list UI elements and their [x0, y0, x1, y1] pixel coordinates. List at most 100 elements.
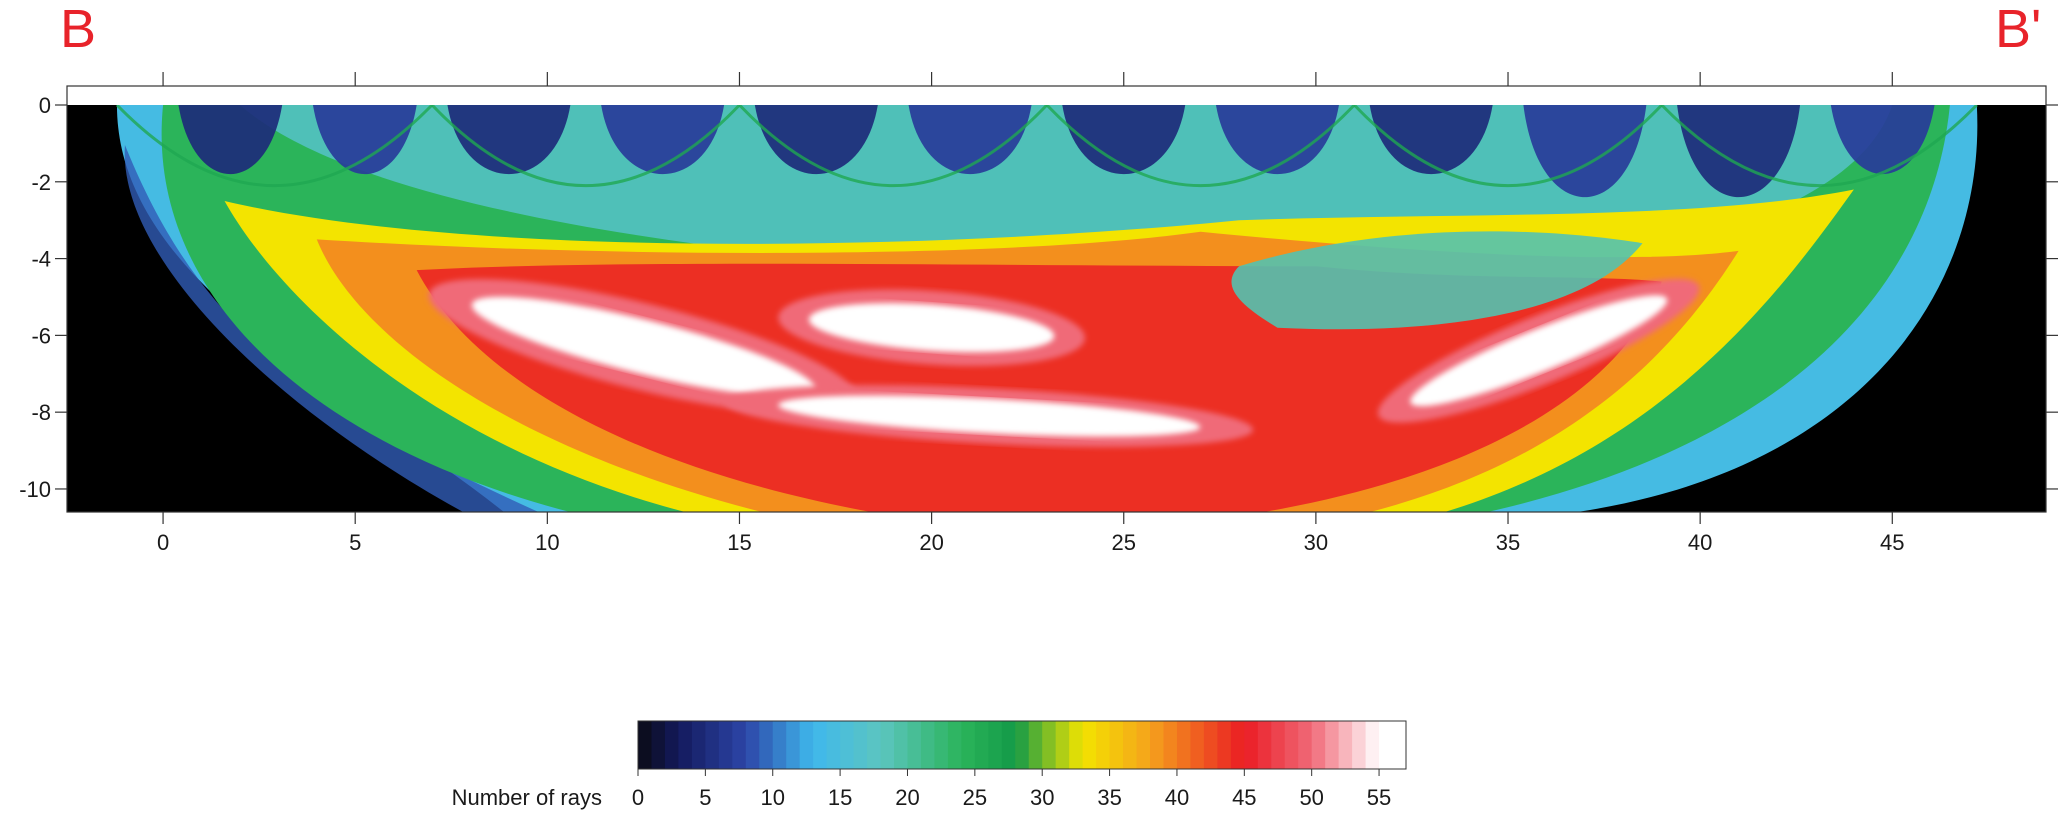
colorbar-step [786, 721, 801, 769]
colorbar-step [705, 721, 720, 769]
x-tick-label: 20 [919, 530, 943, 555]
ray-arc [738, 105, 1048, 188]
colorbar-step [1163, 721, 1178, 769]
zone-white-max-centre [808, 303, 1055, 353]
colorbar-tick-label: 25 [963, 785, 987, 810]
colorbar: 0 5 10 15 20 25 30 35 40 45 50 55 Number of rays [452, 720, 1407, 810]
colorbar-step [813, 721, 828, 769]
zone-shallow-cell [908, 105, 1032, 175]
colorbar-step [894, 721, 909, 769]
colorbar-tick-label: 35 [1097, 785, 1121, 810]
top-frame-strip [67, 86, 2046, 105]
colorbar-tick-label: 30 [1030, 785, 1054, 810]
zone-shallow-cell [1369, 105, 1493, 175]
colorbar-step [934, 721, 949, 769]
zone-white-max-bottom [778, 395, 1201, 437]
colorbar-step [1244, 721, 1259, 769]
colorbar-step [1352, 721, 1367, 769]
colorbar-step [759, 721, 774, 769]
ray-arc [115, 105, 434, 187]
colorbar-step [1001, 721, 1016, 769]
x-tick-label: 5 [349, 530, 361, 555]
colorbar-step [988, 721, 1003, 769]
colorbar-step [867, 721, 882, 769]
zone-shallow-cell [1523, 105, 1647, 198]
colorbar-step [718, 721, 733, 769]
colorbar-step [691, 721, 706, 769]
zone-shallow-cell [754, 105, 878, 175]
colorbar-step [1325, 721, 1340, 769]
colorbar-step [1136, 721, 1151, 769]
colorbar-step [799, 721, 814, 769]
colorbar-step [1042, 721, 1057, 769]
colorbar-step [1379, 721, 1394, 769]
colorbar-step [1392, 721, 1407, 769]
colorbar-step [1028, 721, 1043, 769]
colorbar-step [1365, 721, 1380, 769]
section-end-label: B' [1995, 0, 2042, 59]
x-tick-label: 40 [1688, 530, 1712, 555]
zone-shallow-cell [1830, 105, 1935, 175]
colorbar-tick-label: 10 [760, 785, 784, 810]
plot-frame [66, 85, 2047, 513]
colorbar-step [1082, 721, 1097, 769]
colorbar-step [1298, 721, 1313, 769]
section-start-label: B [60, 0, 97, 59]
colorbar-tick-label: 15 [828, 785, 852, 810]
ray-arc [1045, 105, 1356, 188]
colorbar-tick-label: 5 [699, 785, 711, 810]
plot-area [67, 105, 2046, 512]
colorbar-step [1123, 721, 1138, 769]
colorbar-tick-label: 50 [1299, 785, 1323, 810]
zone-shallow-cell [1215, 105, 1339, 175]
colorbar-step [1055, 721, 1070, 769]
colorbar-step [772, 721, 787, 769]
colorbar-step [678, 721, 693, 769]
zone-shallow-cell [1062, 105, 1186, 175]
colorbar-tick-label: 20 [895, 785, 919, 810]
colorbar-step [1338, 721, 1353, 769]
colorbar-step [1230, 721, 1245, 769]
colorbar-tick-label: 40 [1165, 785, 1189, 810]
colorbar-step [1150, 721, 1165, 769]
y-tick-label: -8 [31, 400, 51, 425]
colorbar-step [920, 721, 936, 769]
x-tick-label: 0 [157, 530, 169, 555]
zone-shallow-cell [178, 105, 283, 175]
colorbar-step [974, 721, 989, 769]
y-tick-label: 0 [39, 93, 51, 118]
x-tick-label: 15 [727, 530, 751, 555]
zone-green-lobe [1231, 231, 1643, 330]
colorbar-step [961, 721, 976, 769]
colorbar-step [1190, 721, 1205, 769]
colorbar-step [1203, 721, 1218, 769]
colorbar-step [1257, 721, 1272, 769]
zone-shallow-cell [447, 105, 571, 175]
colorbar-step [907, 721, 922, 769]
x-tick-label: 10 [535, 530, 559, 555]
x-tick-label: 25 [1112, 530, 1136, 555]
colorbar-step [1109, 721, 1124, 769]
colorbar-step [853, 721, 868, 769]
colorbar-step [638, 721, 653, 769]
x-tick-label: 35 [1496, 530, 1520, 555]
x-tick-label: 45 [1880, 530, 1904, 555]
colorbar-step [880, 721, 895, 769]
colorbar-frame [637, 720, 1407, 770]
zone-shallow-cell [1677, 105, 1801, 198]
colorbar-step [732, 721, 747, 769]
zone-shallow-cell [312, 105, 417, 175]
x-tick-label: 30 [1304, 530, 1328, 555]
zone-white-max-left [471, 296, 816, 397]
coverage-heatmap [67, 105, 2046, 512]
y-tick-label: -4 [31, 247, 51, 272]
colorbar-tick-label: 55 [1367, 785, 1391, 810]
colorbar-step [1311, 721, 1326, 769]
colorbar-step [840, 721, 855, 769]
zone-white-max-right [1410, 295, 1668, 407]
colorbar-step [1217, 721, 1232, 769]
ray-arc [430, 105, 741, 188]
colorbar-step [1096, 721, 1111, 769]
colorbar-step [1271, 721, 1286, 769]
